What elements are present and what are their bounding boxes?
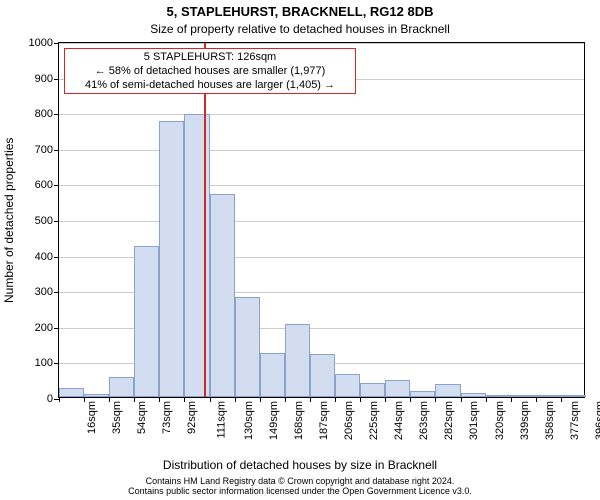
histogram-bar xyxy=(461,393,486,397)
histogram-bar xyxy=(435,384,460,397)
xtick-label: 168sqm xyxy=(293,401,305,440)
histogram-bar xyxy=(159,121,184,397)
annotation-line: ← 58% of detached houses are smaller (1,… xyxy=(69,65,351,79)
histogram-bar xyxy=(335,374,360,397)
xtick-label: 320sqm xyxy=(494,401,506,440)
ytick-label: 0 xyxy=(47,393,59,405)
ytick-label: 800 xyxy=(35,108,59,120)
xtick-mark xyxy=(511,397,512,402)
xtick-mark xyxy=(310,397,311,402)
xtick-mark xyxy=(84,397,85,402)
histogram-bar xyxy=(260,353,285,398)
xtick-label: 396sqm xyxy=(594,401,600,440)
xtick-mark xyxy=(260,397,261,402)
xtick-label: 35sqm xyxy=(111,401,123,434)
ytick-label: 500 xyxy=(35,215,59,227)
ytick-label: 200 xyxy=(35,322,59,334)
gridline xyxy=(59,43,584,44)
annotation-line: 41% of semi-detached houses are larger (… xyxy=(69,79,351,93)
xtick-mark xyxy=(184,397,185,402)
xtick-mark xyxy=(536,397,537,402)
xtick-mark xyxy=(134,397,135,402)
chart-caption: Contains HM Land Registry data © Crown c… xyxy=(0,476,600,496)
gridline xyxy=(59,150,584,151)
histogram-bar xyxy=(109,377,134,397)
xtick-label: 244sqm xyxy=(393,401,405,440)
histogram-bar xyxy=(410,391,435,397)
xtick-mark xyxy=(285,397,286,402)
histogram-bar xyxy=(360,383,385,397)
histogram-bar xyxy=(561,395,586,397)
ytick-label: 700 xyxy=(35,144,59,156)
gridline xyxy=(59,185,584,186)
chart-title: 5, STAPLEHURST, BRACKNELL, RG12 8DB xyxy=(0,4,600,19)
property-size-histogram: 5, STAPLEHURST, BRACKNELL, RG12 8DB Size… xyxy=(0,0,600,500)
xtick-mark xyxy=(59,397,60,402)
property-marker-line xyxy=(204,43,206,397)
histogram-bar xyxy=(385,380,410,397)
xtick-label: 16sqm xyxy=(86,401,98,434)
xtick-mark xyxy=(410,397,411,402)
xtick-mark xyxy=(486,397,487,402)
xtick-label: 149sqm xyxy=(268,401,280,440)
xtick-label: 282sqm xyxy=(443,401,455,440)
chart-subtitle: Size of property relative to detached ho… xyxy=(0,22,600,36)
histogram-bar xyxy=(511,395,536,397)
xtick-label: 130sqm xyxy=(243,401,255,440)
gridline xyxy=(59,221,584,222)
histogram-bar xyxy=(486,395,511,397)
histogram-bar xyxy=(536,395,561,397)
xtick-mark xyxy=(461,397,462,402)
plot-area: 0100200300400500600700800900100016sqm35s… xyxy=(58,42,585,398)
xtick-label: 111sqm xyxy=(216,401,228,439)
ytick-label: 100 xyxy=(35,357,59,369)
xtick-label: 377sqm xyxy=(569,401,581,440)
histogram-bar xyxy=(210,194,235,397)
histogram-bar xyxy=(285,324,310,397)
histogram-bar xyxy=(59,388,84,397)
xtick-mark xyxy=(385,397,386,402)
xtick-mark xyxy=(235,397,236,402)
xtick-label: 206sqm xyxy=(343,401,355,440)
ytick-label: 600 xyxy=(35,179,59,191)
histogram-bar xyxy=(235,297,260,397)
xtick-label: 73sqm xyxy=(161,401,173,434)
gridline xyxy=(59,114,584,115)
xtick-mark xyxy=(210,397,211,402)
ytick-label: 1000 xyxy=(29,37,59,49)
xtick-mark xyxy=(435,397,436,402)
xtick-mark xyxy=(335,397,336,402)
histogram-bar xyxy=(134,246,159,397)
xtick-mark xyxy=(159,397,160,402)
xtick-mark xyxy=(360,397,361,402)
ytick-label: 900 xyxy=(35,73,59,85)
xtick-label: 339sqm xyxy=(519,401,531,440)
xtick-mark xyxy=(109,397,110,402)
xtick-mark xyxy=(561,397,562,402)
x-axis-label: Distribution of detached houses by size … xyxy=(0,458,600,472)
xtick-label: 54sqm xyxy=(136,401,148,434)
histogram-bar xyxy=(84,394,109,397)
xtick-label: 92sqm xyxy=(186,401,198,434)
property-annotation: 5 STAPLEHURST: 126sqm← 58% of detached h… xyxy=(64,48,356,94)
xtick-label: 301sqm xyxy=(469,401,481,440)
y-axis-label: Number of detached properties xyxy=(2,137,16,302)
xtick-label: 263sqm xyxy=(418,401,430,440)
annotation-line: 5 STAPLEHURST: 126sqm xyxy=(69,51,351,65)
ytick-label: 400 xyxy=(35,251,59,263)
histogram-bar xyxy=(310,354,335,397)
ytick-label: 300 xyxy=(35,286,59,298)
xtick-label: 187sqm xyxy=(318,401,330,440)
xtick-label: 225sqm xyxy=(368,401,380,440)
xtick-label: 358sqm xyxy=(544,401,556,440)
